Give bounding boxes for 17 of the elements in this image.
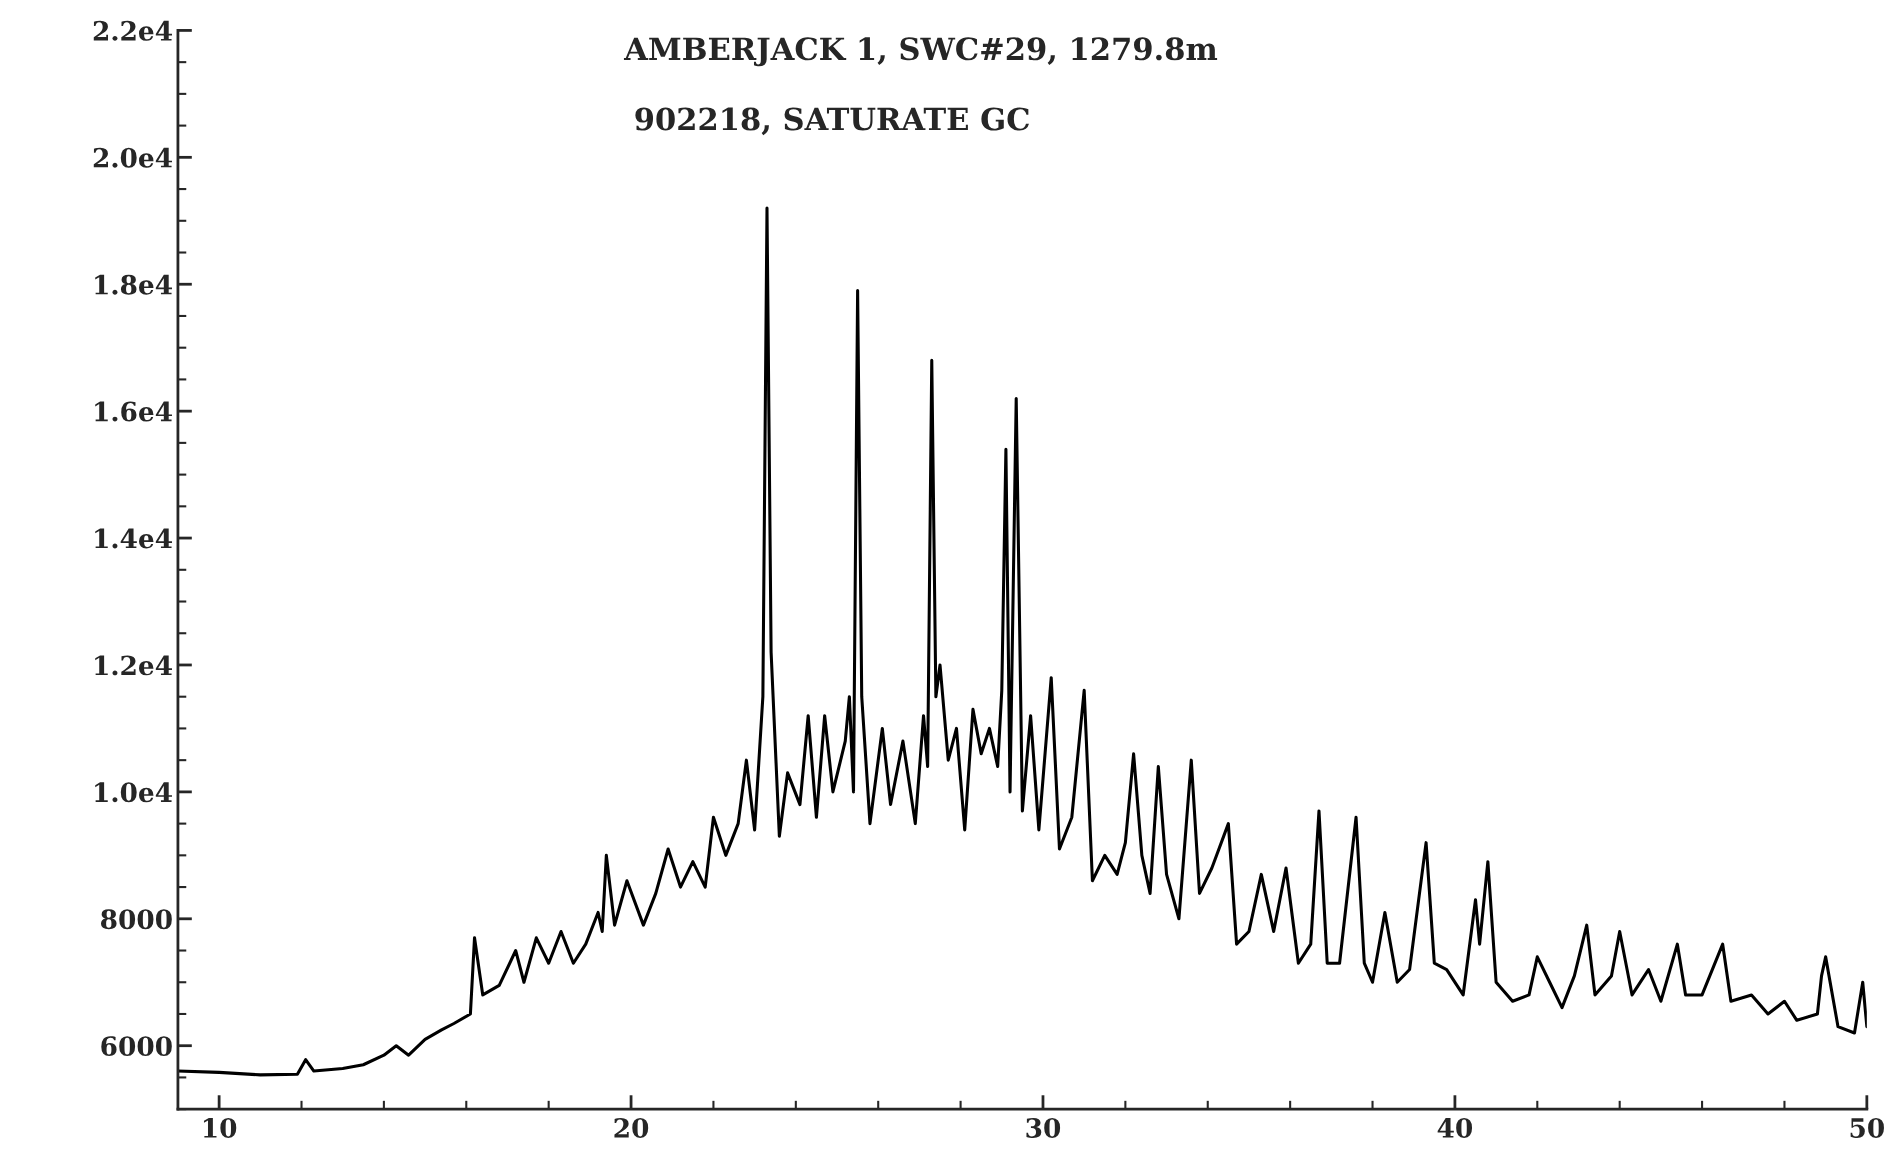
y-tick-label: 1.8e4	[95, 274, 172, 295]
y-tick-label: 8000	[100, 909, 172, 930]
y-tick-label: 2.0e4	[93, 147, 172, 168]
x-tick-label: 50	[1850, 1117, 1884, 1138]
y-tick-label: 1.0e4	[95, 782, 172, 803]
y-tick-label: 1.2e4	[95, 655, 172, 676]
y-tick-label: 6000	[101, 1036, 172, 1057]
chart-title: AMBERJACK 1, SWC#29, 1279.8m	[623, 37, 1218, 67]
x-tick-label: 10	[203, 1117, 237, 1138]
x-tick-label: 30	[1026, 1117, 1061, 1138]
line-series	[177, 206, 1867, 1077]
x-tick-label: 40	[1437, 1117, 1473, 1138]
y-tick-label: 2.2e4	[93, 20, 172, 41]
x-tick-label: 20	[614, 1117, 649, 1138]
text: 902218, SATURATE GC	[635, 107, 1029, 136]
y-tick-label: 1.6e4	[95, 401, 172, 422]
y-tick-label: 1.4e4	[95, 528, 172, 549]
